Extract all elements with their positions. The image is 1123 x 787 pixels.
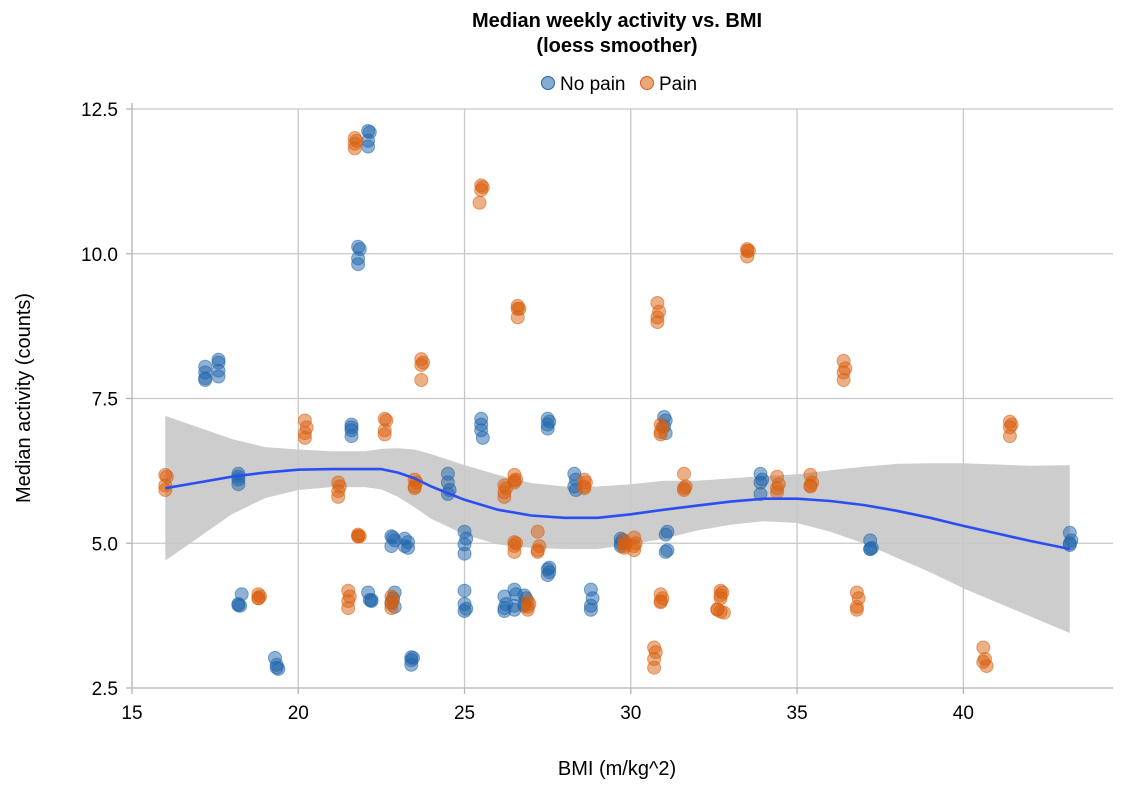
legend: No pain Pain bbox=[541, 74, 697, 95]
y-tick-label: 7.5 bbox=[92, 390, 118, 411]
point-pain bbox=[770, 485, 785, 500]
point-pain bbox=[979, 659, 994, 673]
point-pain bbox=[1002, 429, 1017, 444]
point-no-pain bbox=[457, 546, 472, 561]
point-no-pain bbox=[361, 139, 376, 154]
point-no-pain bbox=[364, 593, 379, 607]
chart-title: Median weekly activity vs. BMI (loess sm… bbox=[472, 10, 762, 57]
point-pain bbox=[653, 594, 668, 609]
point-pain bbox=[976, 640, 991, 655]
point-pain bbox=[474, 183, 489, 198]
x-tick-label: 25 bbox=[454, 703, 475, 724]
legend-label-no-pain: No pain bbox=[560, 74, 626, 95]
point-no-pain bbox=[753, 487, 768, 501]
legend-swatch-no-pain bbox=[541, 76, 555, 90]
point-no-pain bbox=[351, 257, 366, 272]
point-pain bbox=[347, 141, 362, 156]
point-pain bbox=[377, 427, 392, 442]
points-layer bbox=[158, 124, 1079, 676]
point-pain bbox=[158, 483, 173, 497]
point-pain bbox=[836, 373, 851, 387]
point-pain bbox=[647, 660, 662, 675]
tick-labels: 15 20 25 30 35 40 2.5 5.0 7.5 10.0 12.5 bbox=[81, 100, 974, 724]
x-tick-label: 35 bbox=[787, 703, 808, 724]
point-pain bbox=[849, 602, 864, 617]
chart-title-line-1: Median weekly activity vs. BMI bbox=[472, 10, 762, 32]
point-pain bbox=[650, 315, 665, 330]
series-pain bbox=[158, 131, 1019, 675]
point-no-pain bbox=[404, 657, 419, 672]
point-pain bbox=[653, 427, 668, 442]
series-no-pain bbox=[198, 124, 1079, 676]
point-pain bbox=[507, 544, 522, 559]
y-axis-title: Median activity (counts) bbox=[13, 293, 35, 503]
point-no-pain bbox=[540, 421, 555, 436]
y-tick-label: 5.0 bbox=[92, 534, 118, 555]
point-no-pain bbox=[384, 539, 399, 554]
x-tick-label: 15 bbox=[121, 703, 142, 724]
point-pain bbox=[577, 481, 592, 496]
legend-swatch-pain bbox=[640, 76, 654, 90]
grid bbox=[132, 108, 1113, 688]
point-pain bbox=[520, 602, 535, 617]
point-no-pain bbox=[198, 373, 213, 387]
point-pain bbox=[341, 601, 356, 616]
point-pain bbox=[414, 373, 429, 387]
point-pain bbox=[803, 479, 818, 494]
point-no-pain bbox=[231, 598, 246, 613]
point-pain bbox=[251, 591, 266, 606]
point-pain bbox=[351, 529, 366, 544]
x-tick-label: 20 bbox=[288, 703, 309, 724]
point-pain bbox=[407, 481, 422, 496]
point-no-pain bbox=[457, 604, 472, 618]
legend-label-pain: Pain bbox=[659, 74, 697, 95]
point-pain bbox=[740, 249, 755, 264]
point-pain bbox=[414, 357, 429, 372]
point-pain bbox=[331, 489, 346, 504]
point-pain bbox=[497, 489, 512, 504]
point-pain bbox=[384, 601, 399, 616]
point-pain bbox=[713, 591, 728, 606]
point-no-pain bbox=[863, 542, 878, 556]
x-tick-label: 40 bbox=[953, 703, 974, 724]
point-no-pain bbox=[231, 477, 246, 492]
axes bbox=[126, 103, 1113, 694]
point-no-pain bbox=[583, 602, 598, 617]
y-tick-label: 2.5 bbox=[92, 679, 118, 700]
loess-smoother-line bbox=[165, 467, 1071, 551]
point-no-pain bbox=[211, 369, 226, 384]
point-pain bbox=[472, 195, 487, 210]
point-no-pain bbox=[475, 430, 490, 445]
point-pain bbox=[677, 483, 691, 497]
smoother-line-layer bbox=[165, 467, 1071, 551]
point-no-pain bbox=[271, 661, 286, 676]
point-pain bbox=[297, 430, 312, 445]
point-no-pain bbox=[401, 540, 415, 555]
point-no-pain bbox=[658, 544, 673, 559]
point-no-pain bbox=[658, 527, 673, 542]
smoother-band-layer bbox=[165, 415, 1070, 633]
point-pain bbox=[510, 310, 525, 325]
point-pain bbox=[627, 543, 642, 558]
chart-title-line-2: (loess smoother) bbox=[536, 35, 697, 57]
point-pain bbox=[507, 475, 522, 490]
point-no-pain bbox=[1062, 538, 1077, 552]
point-no-pain bbox=[457, 583, 472, 598]
y-tick-label: 12.5 bbox=[81, 100, 118, 121]
x-tick-label: 30 bbox=[620, 703, 641, 724]
y-tick-label: 10.0 bbox=[81, 245, 118, 266]
point-no-pain bbox=[540, 568, 555, 583]
point-pain bbox=[530, 544, 545, 559]
point-pain bbox=[530, 524, 545, 539]
point-pain bbox=[677, 466, 691, 481]
x-axis-title: BMI (m/kg^2) bbox=[558, 758, 676, 780]
point-no-pain bbox=[344, 429, 359, 444]
smoother-confidence-band bbox=[165, 415, 1070, 633]
